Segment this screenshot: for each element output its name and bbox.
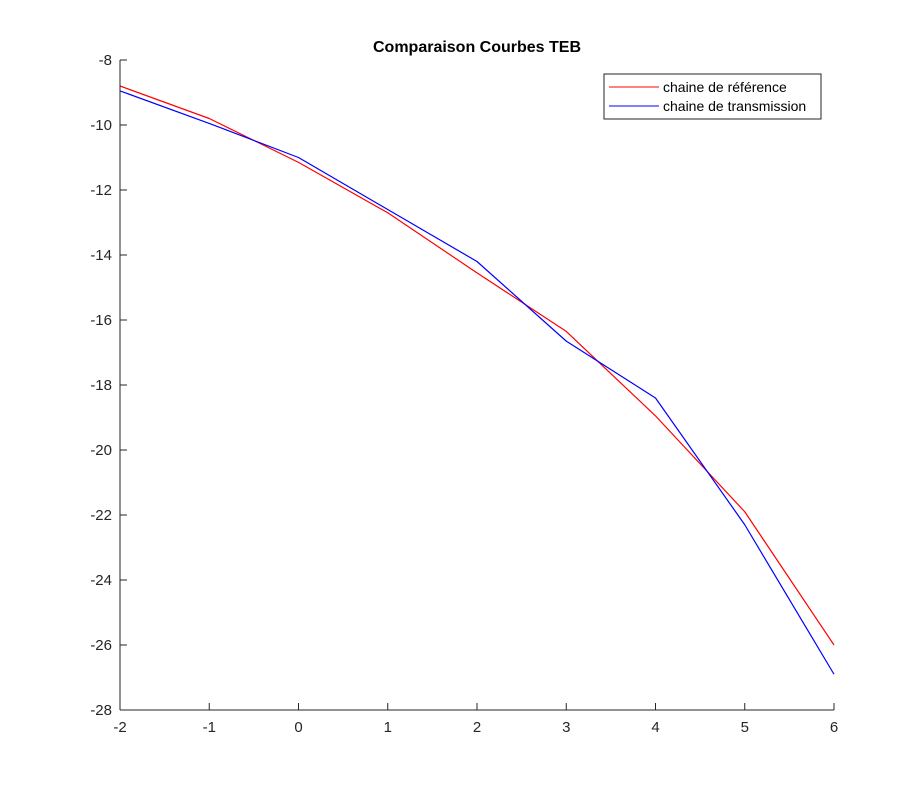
- y-tick-label: -16: [90, 312, 112, 329]
- plot-area: [120, 60, 834, 710]
- y-tick-label: -20: [90, 442, 112, 459]
- y-tick-label: -10: [90, 117, 112, 134]
- x-tick-label: 5: [741, 719, 749, 736]
- y-tick-label: -8: [99, 52, 112, 69]
- x-tick-label: 0: [294, 719, 302, 736]
- y-tick-label: -14: [90, 247, 112, 264]
- y-tick-label: -12: [90, 182, 112, 199]
- x-tick-label: 1: [384, 719, 392, 736]
- y-tick-label: -26: [90, 637, 112, 654]
- legend-label-reference: chaine de référence: [663, 79, 787, 95]
- x-tick-label: 3: [562, 719, 570, 736]
- x-tick-label: 4: [651, 719, 659, 736]
- x-tick-label: -1: [203, 719, 216, 736]
- y-tick-label: -28: [90, 702, 112, 719]
- chart-title: Comparaison Courbes TEB: [373, 39, 581, 56]
- x-tick-label: 6: [830, 719, 838, 736]
- x-tick-label: -2: [113, 719, 126, 736]
- y-tick-label: -18: [90, 377, 112, 394]
- legend: chaine de référence chaine de transmissi…: [604, 74, 821, 119]
- legend-label-transmission: chaine de transmission: [663, 98, 806, 114]
- x-tick-label: 2: [473, 719, 481, 736]
- y-tick-label: -22: [90, 507, 112, 524]
- y-tick-label: -24: [90, 572, 112, 589]
